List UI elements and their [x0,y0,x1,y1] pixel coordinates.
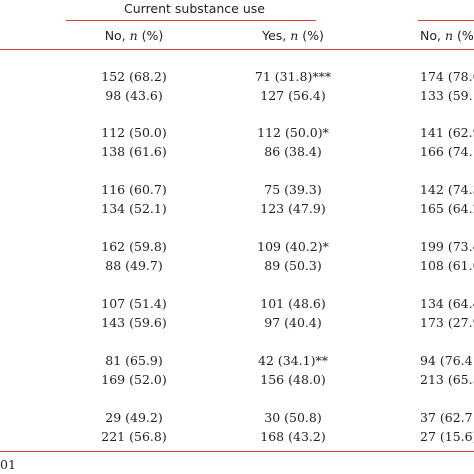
cell-no-2: 141 (62.9 [420,125,474,140]
column-header-no-2: No, n (%) [420,28,474,43]
cell-yes: 86 (38.4) [264,144,322,159]
cell-no: 134 (52.1) [101,201,167,216]
group-header-rule-right [418,20,474,21]
cell-no: 221 (56.8) [101,429,167,444]
cell-no-2: 174 (78.0 [420,69,474,84]
cell-no: 152 (68.2) [101,69,167,84]
cell-yes: 123 (47.9) [260,201,326,216]
cell-yes: 97 (40.4) [264,315,322,330]
footnote: 01 [0,457,16,472]
column-header-no: No, n (%) [104,28,164,43]
cell-no: 107 (51.4) [101,296,167,311]
cell-yes: 71 (31.8)*** [254,69,332,84]
cell-yes: 127 (56.4) [260,88,326,103]
cell-no-2: 142 (74.3 [420,182,474,197]
cell-no: 143 (59.6) [101,315,167,330]
cell-no: 169 (52.0) [101,372,167,387]
cell-yes: 42 (34.1)** [258,353,328,368]
cell-yes: 101 (48.6) [260,296,326,311]
cell-no-2: 134 (64.4 [420,296,474,311]
cell-yes: 112 (50.0)* [257,125,329,140]
column-header-yes: Yes, n (%) [262,28,324,43]
cell-yes: 168 (43.2) [260,429,326,444]
cell-no: 81 (65.9) [105,353,163,368]
cell-no-2: 27 (15.6) [420,429,474,444]
cell-yes: 89 (50.3) [264,258,322,273]
cell-no-2: 199 (73.4 [420,239,474,254]
cell-no: 162 (59.8) [101,239,167,254]
header-bottom-rule [0,49,474,50]
cell-yes: 156 (48.0) [260,372,326,387]
group-header: Current substance use [124,1,265,16]
cell-no-2: 213 (65.5 [420,372,474,387]
cell-no-2: 165 (64.2 [420,201,474,216]
cell-no-2: 166 (74.1 [420,144,474,159]
cell-yes: 30 (50.8) [264,410,322,425]
cell-no: 29 (49.2) [105,410,163,425]
cell-no: 112 (50.0) [101,125,167,140]
cell-no-2: 94 (76.4 [420,353,473,368]
cell-no: 138 (61.6) [101,144,167,159]
cell-no: 116 (60.7) [101,182,167,197]
cell-no-2: 133 (59.1 [420,88,474,103]
cell-no: 88 (49.7) [105,258,163,273]
cell-no-2: 108 (61.0 [420,258,474,273]
cell-no-2: 173 (27.9 [420,315,474,330]
cell-no: 98 (43.6) [105,88,163,103]
group-header-rule [66,20,316,21]
cell-no-2: 37 (62.7 [420,410,473,425]
table-bottom-rule [0,451,474,452]
cell-yes: 109 (40.2)* [257,239,329,254]
cell-yes: 75 (39.3) [264,182,322,197]
